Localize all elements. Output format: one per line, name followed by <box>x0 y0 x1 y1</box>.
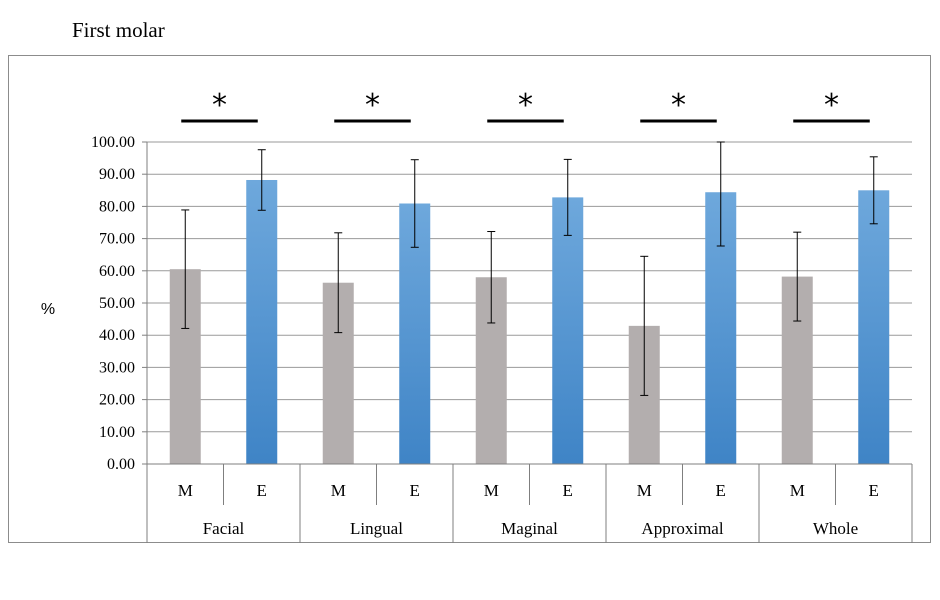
x-category-label: M <box>331 481 346 500</box>
y-tick-label: 0.00 <box>107 456 135 473</box>
x-category-label: E <box>716 481 726 500</box>
significance-asterisk: * <box>212 88 227 123</box>
y-tick-label: 10.00 <box>99 424 135 441</box>
y-tick-label: 80.00 <box>99 198 135 215</box>
x-category-label: M <box>484 481 499 500</box>
significance-asterisk: * <box>824 88 839 123</box>
x-group-label: Approximal <box>641 519 723 538</box>
x-category-label: E <box>410 481 420 500</box>
y-tick-label: 90.00 <box>99 166 135 183</box>
y-tick-label: 30.00 <box>99 359 135 376</box>
x-group-label: Facial <box>203 519 245 538</box>
y-tick-label: 40.00 <box>99 327 135 344</box>
x-group-label: Whole <box>813 519 858 538</box>
y-tick-label: 20.00 <box>99 392 135 409</box>
y-tick-label: 100.00 <box>91 134 135 151</box>
y-tick-label: 50.00 <box>99 295 135 312</box>
significance-asterisk: * <box>518 88 533 123</box>
x-category-label: E <box>257 481 267 500</box>
page-title: First molar <box>72 18 165 42</box>
y-tick-label: 60.00 <box>99 263 135 280</box>
bar-E-maginal <box>552 197 584 464</box>
x-category-label: M <box>637 481 652 500</box>
chart-frame <box>8 55 931 543</box>
bar-E-whole <box>858 190 890 465</box>
significance-asterisk: * <box>365 88 380 123</box>
x-group-label: Maginal <box>501 519 558 538</box>
x-category-label: M <box>178 481 193 500</box>
x-group-label: Lingual <box>350 519 403 538</box>
x-category-label: M <box>790 481 805 500</box>
bar-E-facial <box>246 179 278 464</box>
x-category-label: E <box>869 481 879 500</box>
y-tick-label: 70.00 <box>99 231 135 248</box>
y-axis-label: % <box>41 301 55 318</box>
significance-asterisk: * <box>671 88 686 123</box>
x-category-label: E <box>563 481 573 500</box>
